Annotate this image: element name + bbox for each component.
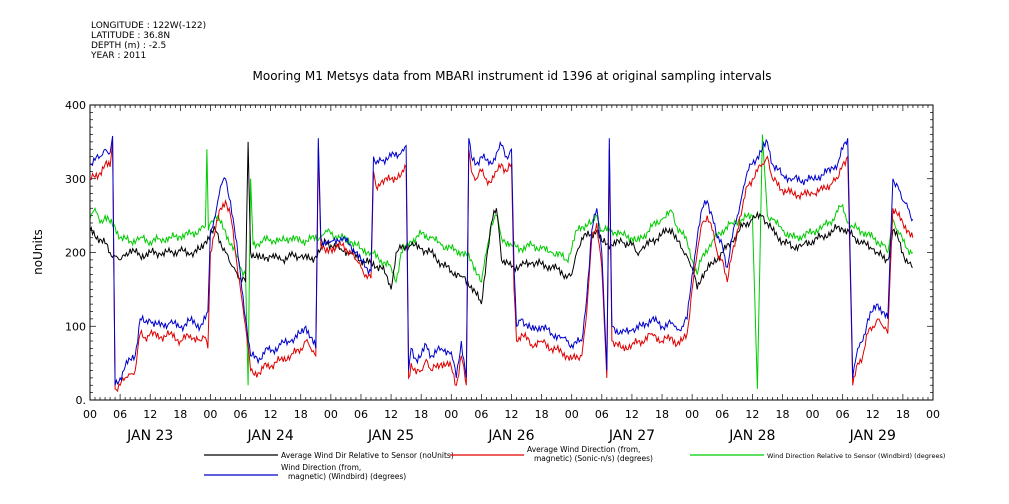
x-tick-label: 18 bbox=[535, 408, 549, 421]
x-tick-label: 18 bbox=[414, 408, 428, 421]
legend-label: Wind Direction Relative to Sensor (Windb… bbox=[767, 452, 945, 460]
x-tick-label: 06 bbox=[113, 408, 127, 421]
x-tick-label: 12 bbox=[625, 408, 639, 421]
chart-title: Mooring M1 Metsys data from MBARI instru… bbox=[253, 69, 772, 83]
x-tick-label: 12 bbox=[745, 408, 759, 421]
x-day-label: JAN 28 bbox=[728, 428, 775, 444]
y-tick-label: 300 bbox=[65, 173, 86, 186]
legend-label: Wind Direction (from, magnetic) (Windbird… bbox=[281, 463, 406, 481]
x-day-label: JAN 23 bbox=[126, 428, 173, 444]
x-tick-label: 12 bbox=[505, 408, 519, 421]
depth-text: DEPTH (m) : -2.5 bbox=[91, 41, 167, 51]
y-tick-labels: 0. 100 200 300 400 bbox=[65, 99, 86, 407]
x-day-label: JAN 25 bbox=[367, 428, 414, 444]
y-tick-label: 0. bbox=[76, 394, 87, 407]
x-tick-label: 00 bbox=[685, 408, 699, 421]
y-tick-label: 100 bbox=[65, 320, 86, 333]
x-tick-label: 12 bbox=[866, 408, 880, 421]
x-day-label: JAN 29 bbox=[849, 428, 896, 444]
plot-frame bbox=[89, 104, 934, 401]
x-day-label: JAN 24 bbox=[247, 428, 294, 444]
series-line bbox=[89, 141, 914, 305]
x-tick-label: 12 bbox=[264, 408, 278, 421]
x-tick-label: 06 bbox=[234, 408, 248, 421]
legend-label: Average Wind Direction (from, magnetic) (… bbox=[527, 445, 653, 463]
series-line bbox=[89, 141, 914, 393]
x-tick-label: 18 bbox=[896, 408, 910, 421]
legend: Average Wind Dir Relative to Sensor (noU… bbox=[204, 445, 945, 481]
longitude-text: LONGITUDE : 122W(-122) bbox=[91, 21, 207, 31]
series-line bbox=[89, 134, 914, 389]
x-tick-label: 00 bbox=[565, 408, 579, 421]
x-tick-label: 00 bbox=[806, 408, 820, 421]
x-tick-label: 00 bbox=[926, 408, 940, 421]
x-tick-label: 00 bbox=[324, 408, 338, 421]
series-lines bbox=[89, 134, 914, 393]
x-tick-label: 00 bbox=[83, 408, 97, 421]
x-tick-label: 06 bbox=[595, 408, 609, 421]
x-tick-label: 00 bbox=[444, 408, 458, 421]
latitude-text: LATITUDE : 36.8N bbox=[91, 31, 171, 41]
metadata-block: LONGITUDE : 122W(-122) LATITUDE : 36.8N … bbox=[91, 21, 206, 61]
x-tick-label: 00 bbox=[203, 408, 217, 421]
x-tick-labels: 00 06 12 18 00 06 12 18 00 06 12 18 00 06 12 18 00 06 12 18… bbox=[83, 408, 940, 421]
x-day-labels: JAN 23 JAN 24 JAN 25 JAN 26 JAN 27 JAN 28 JAN … bbox=[126, 428, 896, 444]
x-tick-label: 06 bbox=[836, 408, 850, 421]
x-day-label: JAN 27 bbox=[608, 428, 655, 444]
x-tick-label: 18 bbox=[655, 408, 669, 421]
x-tick-label: 12 bbox=[143, 408, 157, 421]
x-tick-label: 18 bbox=[294, 408, 308, 421]
y-tick-label: 200 bbox=[65, 247, 86, 260]
x-tick-label: 06 bbox=[354, 408, 368, 421]
legend-label: Average Wind Dir Relative to Sensor (noU… bbox=[281, 451, 454, 460]
y-axis-label: noUnits bbox=[31, 229, 45, 275]
x-tick-label: 18 bbox=[173, 408, 187, 421]
x-tick-label: 06 bbox=[474, 408, 488, 421]
x-day-label: JAN 26 bbox=[487, 428, 534, 444]
series-line bbox=[89, 135, 914, 386]
x-tick-label: 18 bbox=[775, 408, 789, 421]
x-tick-label: 06 bbox=[715, 408, 729, 421]
x-tick-label: 12 bbox=[384, 408, 398, 421]
y-tick-label: 400 bbox=[65, 99, 86, 112]
year-text: YEAR : 2011 bbox=[91, 51, 147, 61]
